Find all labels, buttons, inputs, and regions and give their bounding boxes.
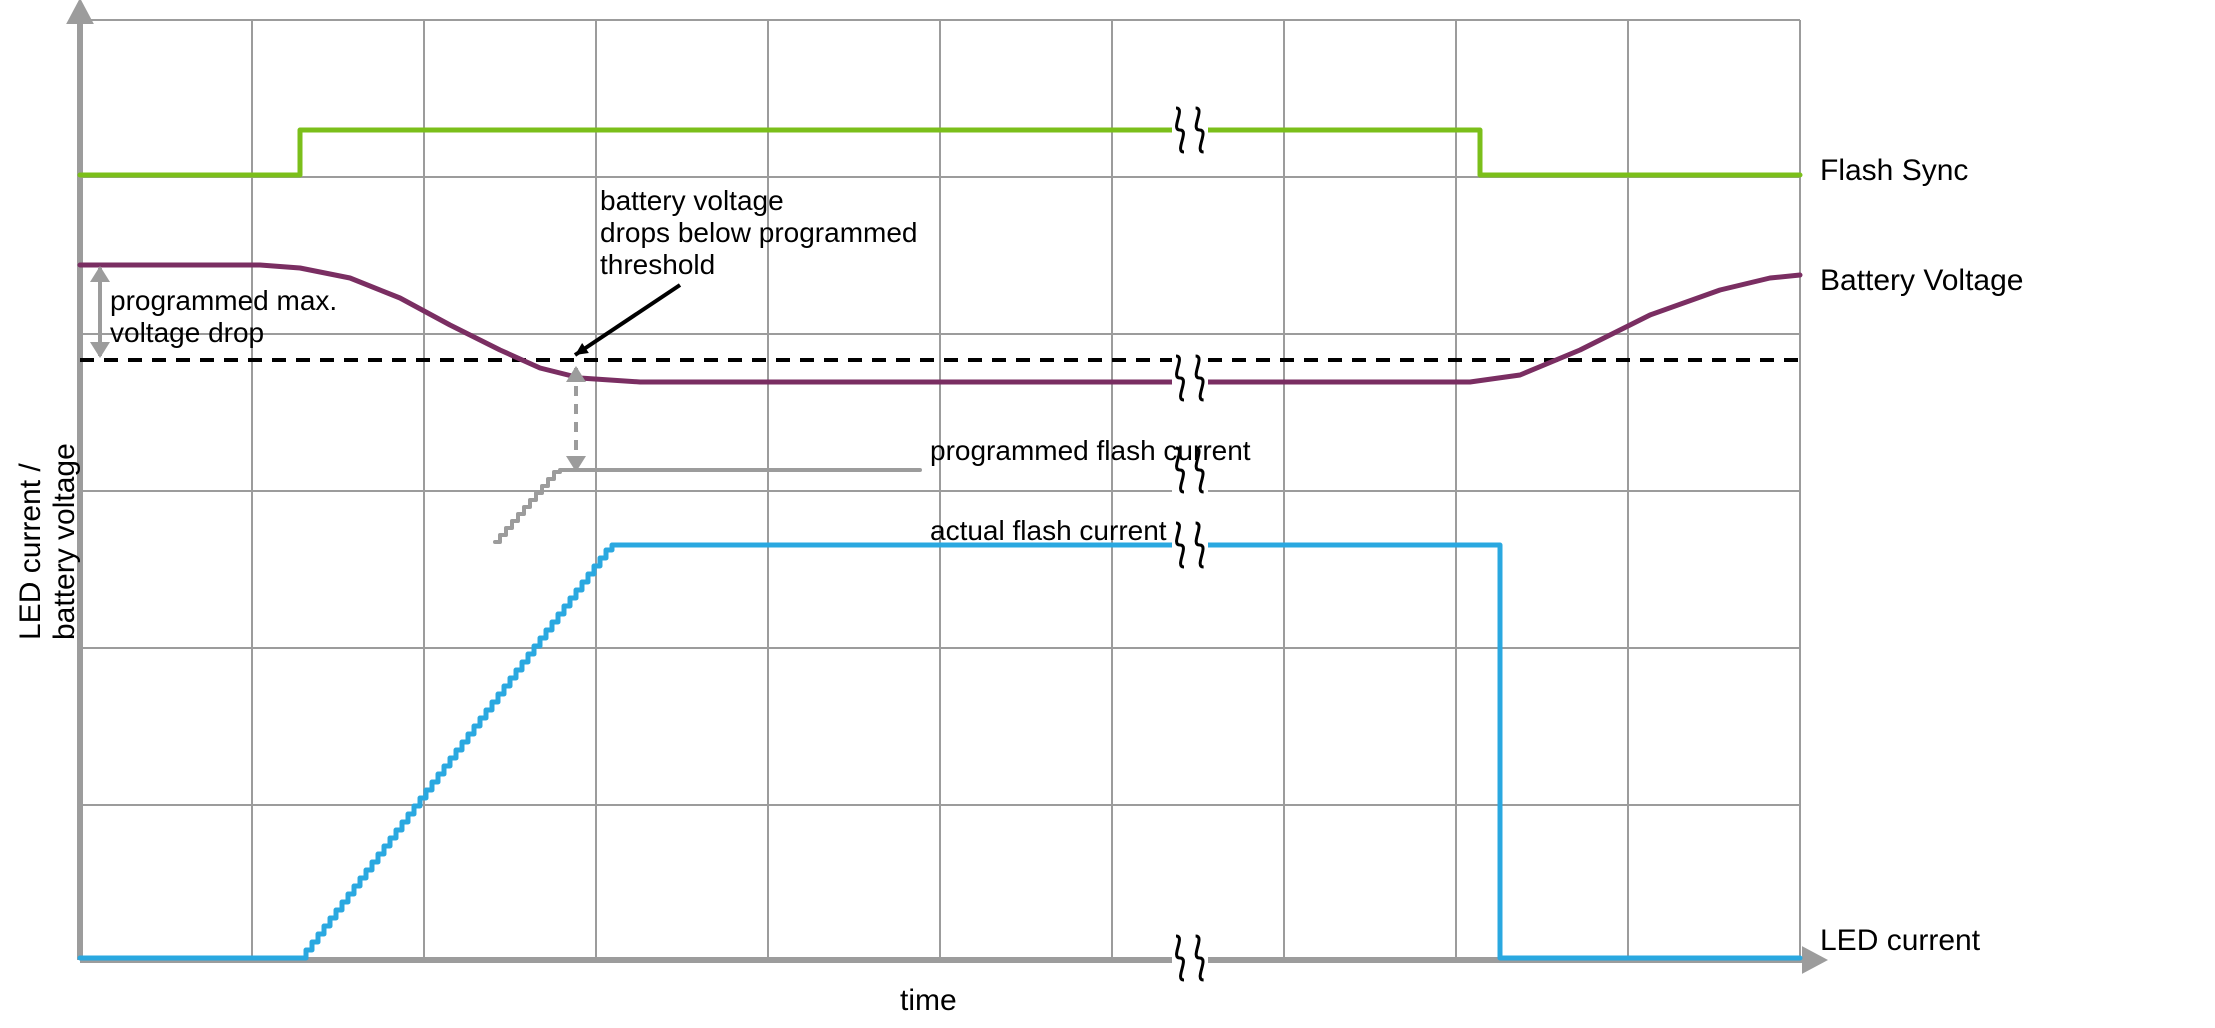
- annot-max-drop: voltage drop: [110, 317, 264, 348]
- x-axis-label: time: [900, 984, 957, 1017]
- annot-threshold: drops below programmed: [600, 217, 918, 248]
- label-flash-sync: Flash Sync: [1820, 154, 1968, 187]
- label-actual-flash: actual flash current: [930, 515, 1167, 546]
- timing-diagram: timeLED current /battery voltageFlash Sy…: [0, 0, 2215, 1028]
- diagram-svg: timeLED current /battery voltageFlash Sy…: [0, 0, 2215, 1028]
- annot-threshold: threshold: [600, 249, 715, 280]
- label-battery-voltage: Battery Voltage: [1820, 264, 2023, 297]
- label-programmed-flash: programmed flash current: [930, 435, 1251, 466]
- svg-text:battery voltage: battery voltage: [48, 443, 81, 640]
- y-axis-label: LED current /battery voltage: [14, 443, 81, 640]
- annot-max-drop: programmed max.: [110, 285, 337, 316]
- y-axis-arrow: [66, 0, 94, 24]
- label-led-current: LED current: [1820, 924, 1981, 957]
- max-drop-arrow-head: [90, 266, 110, 282]
- trace-programmed-flash: [495, 470, 920, 542]
- max-drop-arrow-head: [90, 342, 110, 358]
- annot-threshold: battery voltage: [600, 185, 784, 216]
- svg-text:LED current /: LED current /: [14, 463, 47, 640]
- threshold-arrow: [575, 285, 680, 355]
